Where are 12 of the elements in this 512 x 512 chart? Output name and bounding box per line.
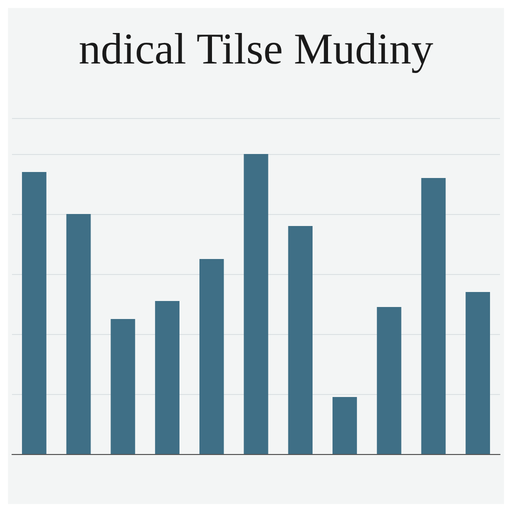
bar [332, 397, 357, 454]
bar [155, 301, 180, 454]
bar [376, 307, 402, 454]
chart-title: ndical Tilse Mudiny [78, 24, 434, 74]
bar [66, 214, 91, 454]
bar [466, 292, 490, 454]
bar [110, 319, 136, 454]
bar [288, 226, 313, 454]
bar [199, 259, 224, 454]
bar [22, 172, 46, 454]
bar [244, 154, 268, 454]
bar [421, 178, 446, 454]
